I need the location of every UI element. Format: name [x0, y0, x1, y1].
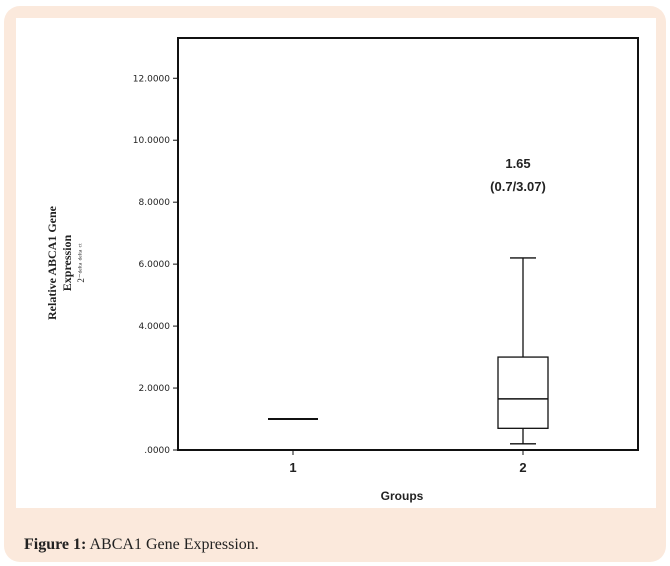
- figure-frame: .0000 2.0000 4.0000 6.0000 8.0000 10.0000 12.0…: [4, 6, 666, 562]
- y-tick-label: 4.0000: [139, 322, 171, 332]
- chart-card: .0000 2.0000 4.0000 6.0000 8.0000 10.0000 12.0…: [16, 18, 656, 508]
- plot-frame: [177, 37, 639, 451]
- y-tick-label: 12.0000: [133, 74, 170, 84]
- y-tick-label: .0000: [144, 446, 170, 456]
- caption-text: ABCA1 Gene Expression.: [89, 536, 259, 553]
- y-axis-label-line3: 2⁻ᵈᵉˡᵗᵃ ᵈᵉˡᵗᵃ ᶜᵗ: [76, 243, 86, 283]
- y-tick-label: 6.0000: [139, 260, 171, 270]
- y-axis-label-line1: Relative ABCA1 Gene: [45, 205, 59, 320]
- y-tick-label: 8.0000: [139, 198, 171, 208]
- x-axis-label: Groups: [381, 489, 424, 503]
- annotation-median: 1.65: [505, 156, 530, 171]
- caption-label: Figure 1:: [24, 536, 87, 553]
- y-tick-label: 10.0000: [133, 136, 170, 146]
- figure-caption: Figure 1: ABCA1 Gene Expression.: [24, 536, 259, 554]
- annotation-iqr: (0.7/3.07): [490, 179, 546, 194]
- y-axis-label-line2: Expression: [60, 234, 74, 291]
- box-plot-chart: .0000 2.0000 4.0000 6.0000 8.0000 10.0000 12.0…: [45, 37, 639, 503]
- y-tick-label: 2.0000: [139, 384, 171, 394]
- x-tick-label: 1: [289, 460, 296, 475]
- x-tick-label: 2: [519, 460, 526, 475]
- box-group-2-iqr-box: [497, 356, 549, 429]
